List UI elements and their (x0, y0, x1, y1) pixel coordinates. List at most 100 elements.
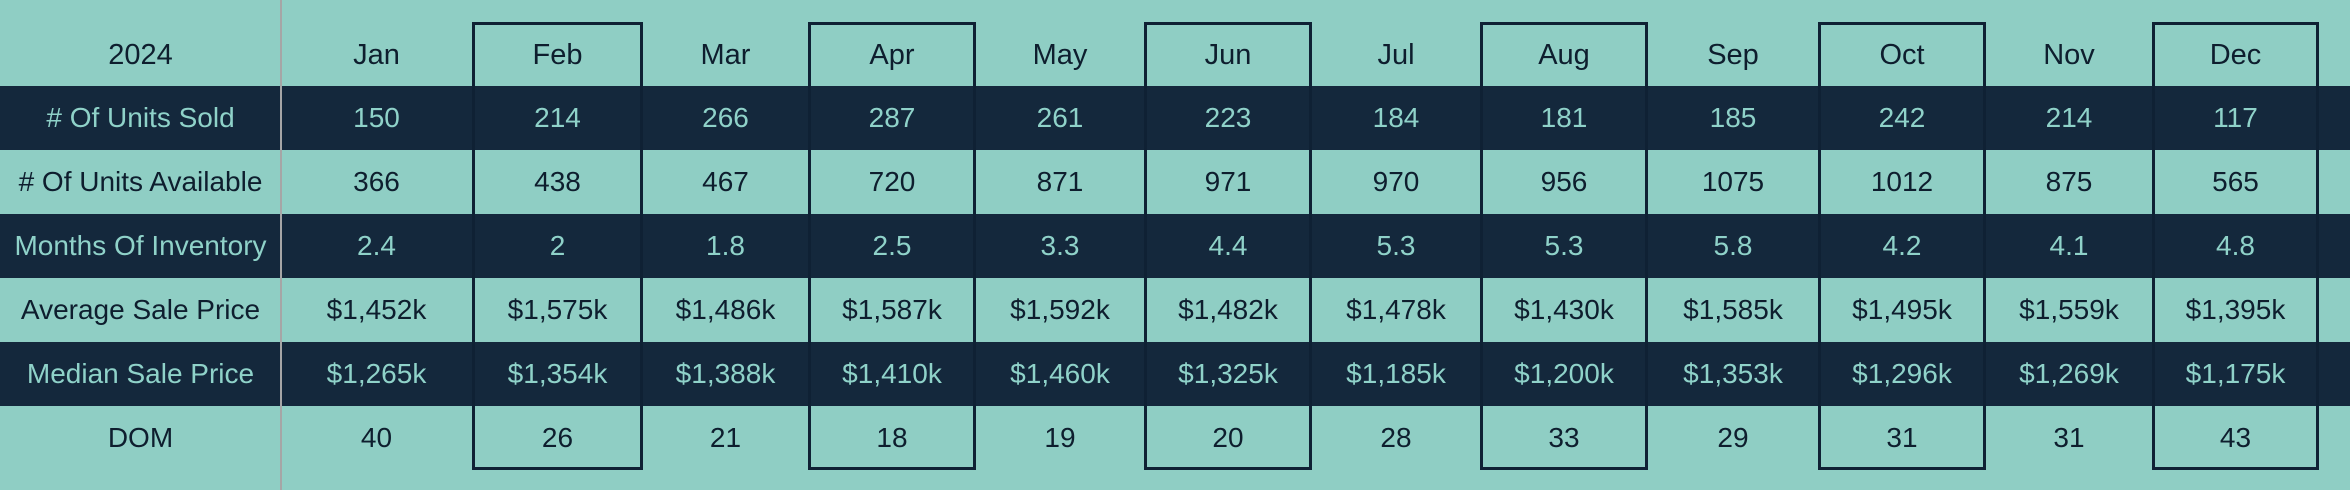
data-cell[interactable]: 31 (2053, 422, 2085, 453)
data-cell[interactable]: 5.3 (1376, 230, 1416, 261)
data-cell[interactable]: 4.4 (1208, 230, 1248, 261)
data-cell[interactable]: 19 (1044, 422, 1076, 453)
row-units-sold: # Of Units Sold 150 214 266 287 261 223 … (0, 86, 2350, 150)
data-cell[interactable]: $1,592k (1010, 294, 1110, 325)
data-cell[interactable]: $1,430k (1514, 294, 1614, 325)
row-label-units-sold[interactable]: # Of Units Sold (46, 102, 235, 133)
data-cell[interactable]: $1,486k (675, 294, 776, 325)
data-cell[interactable]: 2.4 (357, 230, 396, 261)
data-cell[interactable]: 223 (1204, 102, 1252, 133)
data-cell[interactable]: 970 (1372, 166, 1420, 197)
data-cell[interactable]: $1,354k (507, 358, 608, 389)
data-cell[interactable]: 117 (2213, 102, 2258, 133)
data-cell[interactable]: 150 (353, 102, 400, 133)
data-cell[interactable]: $1,265k (326, 358, 427, 389)
row-label-dom[interactable]: DOM (107, 422, 174, 453)
row-label-average-sale-price[interactable]: Average Sale Price (20, 294, 261, 325)
data-cell[interactable]: 875 (2045, 166, 2093, 197)
data-cell[interactable]: 5.8 (1713, 230, 1753, 261)
data-cell[interactable]: 565 (2212, 166, 2259, 197)
data-cell[interactable]: 261 (1036, 102, 1084, 133)
data-cell[interactable]: 971 (1204, 166, 1252, 197)
data-cell[interactable]: 29 (1717, 422, 1749, 453)
data-cell[interactable]: 18 (876, 422, 908, 453)
row-months-of-inventory: Months Of Inventory 2.4 2 1.8 2.5 3.3 4.… (0, 214, 2350, 278)
data-cell[interactable]: $1,559k (2019, 294, 2119, 325)
year-header-cell[interactable]: 2024 (108, 38, 173, 71)
data-cell[interactable]: 28 (1380, 422, 1412, 453)
data-cell[interactable]: 720 (868, 166, 916, 197)
data-cell[interactable]: 2 (549, 230, 566, 261)
data-cell[interactable]: 20 (1212, 422, 1244, 453)
row-label-median-sale-price[interactable]: Median Sale Price (26, 358, 255, 389)
data-cell[interactable]: $1,269k (2019, 358, 2119, 389)
row-filler (2319, 0, 2350, 86)
data-cell[interactable]: $1,388k (675, 358, 776, 389)
data-cell[interactable]: 4.2 (1882, 230, 1922, 261)
data-cell[interactable]: 184 (1372, 102, 1420, 133)
row-dom: DOM 40 26 21 18 19 20 28 33 29 31 31 43 (0, 406, 2350, 470)
data-cell[interactable]: 31 (1886, 422, 1918, 453)
data-cell[interactable]: $1,175k (2185, 358, 2286, 389)
data-cell[interactable]: 40 (360, 422, 393, 453)
month-header-sep[interactable]: Sep (1707, 38, 1759, 71)
data-cell[interactable]: $1,478k (1346, 294, 1446, 325)
data-cell[interactable]: 26 (541, 422, 574, 453)
month-header-aug[interactable]: Aug (1538, 38, 1590, 71)
month-header-apr[interactable]: Apr (869, 38, 915, 71)
data-cell[interactable]: $1,460k (1010, 358, 1110, 389)
data-cell[interactable]: 214 (534, 102, 581, 133)
data-cell[interactable]: 266 (702, 102, 749, 133)
row-label-units-available[interactable]: # Of Units Available (18, 166, 263, 197)
data-cell[interactable]: 21 (709, 422, 742, 453)
data-cell[interactable]: $1,185k (1346, 358, 1446, 389)
data-cell[interactable]: 438 (534, 166, 581, 197)
data-cell[interactable]: $1,482k (1178, 294, 1278, 325)
data-cell[interactable]: 4.1 (2049, 230, 2089, 261)
data-cell[interactable]: $1,587k (842, 294, 942, 325)
data-cell[interactable]: 5.3 (1544, 230, 1584, 261)
month-header-dec[interactable]: Dec (2209, 38, 2262, 71)
data-cell[interactable]: $1,585k (1683, 294, 1783, 325)
month-header-mar[interactable]: Mar (700, 38, 751, 71)
data-cell[interactable]: $1,495k (1852, 294, 1952, 325)
data-cell[interactable]: 242 (1878, 102, 1926, 133)
data-cell[interactable]: 287 (868, 102, 916, 133)
data-cell[interactable]: 3.3 (1040, 230, 1080, 261)
month-header-may[interactable]: May (1032, 38, 1088, 71)
data-cell[interactable]: $1,296k (1852, 358, 1952, 389)
row-filler (2319, 406, 2350, 470)
month-header-oct[interactable]: Oct (1879, 38, 1925, 71)
data-cell[interactable]: 366 (353, 166, 400, 197)
month-header-jul[interactable]: Jul (1377, 38, 1415, 71)
data-cell[interactable]: $1,410k (842, 358, 942, 389)
data-cell[interactable]: 871 (1036, 166, 1084, 197)
data-cell[interactable]: $1,395k (2185, 294, 2286, 325)
data-cell[interactable]: 467 (702, 166, 749, 197)
data-cell[interactable]: 185 (1709, 102, 1757, 133)
month-header-jan[interactable]: Jan (353, 38, 400, 71)
row-filler (2319, 214, 2350, 278)
data-cell[interactable]: $1,200k (1514, 358, 1614, 389)
data-cell[interactable]: 4.8 (2216, 230, 2255, 261)
data-cell[interactable]: 33 (1548, 422, 1580, 453)
data-cell[interactable]: $1,452k (326, 294, 427, 325)
data-cell[interactable]: 43 (2219, 422, 2252, 453)
row-units-available: # Of Units Available 366 438 467 720 871… (0, 150, 2350, 214)
row-filler (2319, 342, 2350, 406)
data-cell[interactable]: 2.5 (872, 230, 912, 261)
data-cell[interactable]: $1,353k (1683, 358, 1783, 389)
data-cell[interactable]: 181 (1540, 102, 1588, 133)
data-cell[interactable]: 956 (1540, 166, 1588, 197)
data-cell[interactable]: $1,325k (1178, 358, 1278, 389)
month-header-feb[interactable]: Feb (532, 38, 583, 71)
column-divider-line (280, 0, 282, 490)
month-header-jun[interactable]: Jun (1204, 38, 1252, 71)
month-header-nov[interactable]: Nov (2043, 38, 2095, 71)
row-label-months-of-inventory[interactable]: Months Of Inventory (14, 230, 267, 261)
data-cell[interactable]: 214 (2045, 102, 2093, 133)
data-cell[interactable]: 1075 (1701, 166, 1765, 197)
data-cell[interactable]: $1,575k (507, 294, 608, 325)
data-cell[interactable]: 1.8 (706, 230, 745, 261)
data-cell[interactable]: 1012 (1870, 166, 1934, 197)
